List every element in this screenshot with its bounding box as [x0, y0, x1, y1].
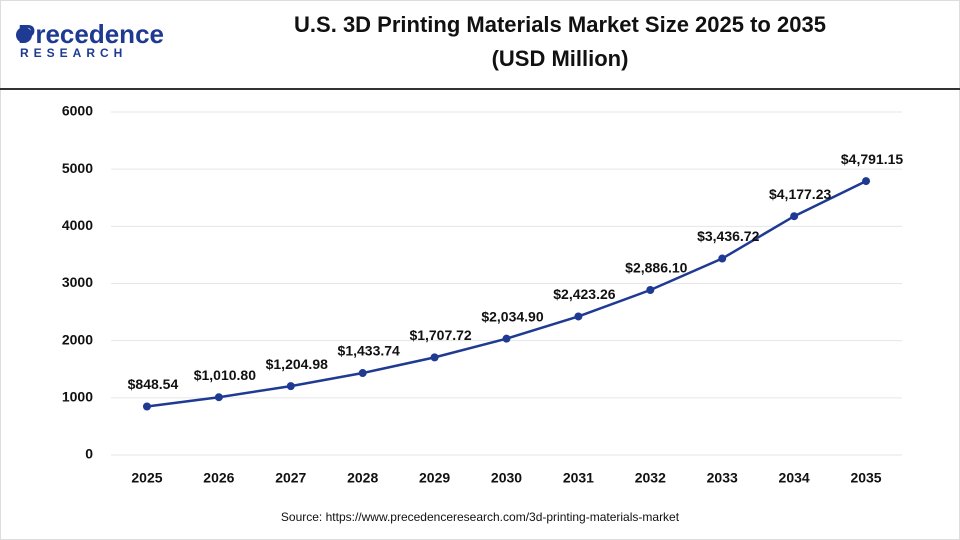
y-tick-label: 5000 — [62, 160, 93, 176]
data-label: $848.54 — [128, 376, 179, 392]
x-tick-label: 2025 — [131, 470, 162, 486]
chart-subtitle: (USD Million) — [492, 46, 629, 71]
data-point — [358, 369, 367, 378]
x-tick-label: 2029 — [419, 470, 450, 486]
x-tick-label: 2031 — [563, 470, 594, 486]
chart-title: U.S. 3D Printing Materials Market Size 2… — [294, 12, 826, 37]
y-tick-label: 2000 — [62, 331, 93, 347]
data-point — [430, 353, 439, 362]
x-tick-label: 2030 — [491, 470, 522, 486]
data-label: $1,707.72 — [409, 327, 471, 343]
logo-mark — [16, 27, 32, 43]
data-label: $1,010.80 — [194, 367, 256, 383]
x-tick-label: 2033 — [707, 470, 738, 486]
logo-tagline: RESEARCH — [20, 46, 127, 60]
x-tick-label: 2028 — [347, 470, 378, 486]
data-label: $2,423.26 — [553, 286, 615, 302]
y-tick-label: 6000 — [62, 103, 93, 119]
data-point — [574, 312, 583, 321]
source-note: Source: https://www.precedenceresearch.c… — [281, 510, 680, 524]
y-tick-label: 4000 — [62, 217, 93, 233]
x-tick-label: 2026 — [203, 470, 234, 486]
x-tick-label: 2027 — [275, 470, 306, 486]
data-point — [862, 177, 871, 186]
data-point — [646, 286, 655, 295]
y-tick-label: 3000 — [62, 274, 93, 290]
x-tick-label: 2032 — [635, 470, 666, 486]
data-label: $4,177.23 — [769, 186, 831, 202]
logo-name: Precedence — [18, 19, 164, 49]
data-label: $3,436.72 — [697, 228, 759, 244]
data-point — [790, 212, 799, 221]
data-point — [286, 382, 295, 391]
x-tick-label: 2034 — [779, 470, 810, 486]
y-tick-label: 1000 — [62, 389, 93, 405]
data-label: $2,886.10 — [625, 260, 687, 276]
data-point — [502, 334, 511, 343]
y-tick-label: 0 — [85, 446, 93, 462]
data-point — [214, 393, 223, 402]
data-label: $1,204.98 — [266, 356, 328, 372]
data-label: $1,433.74 — [338, 343, 400, 359]
data-label: $4,791.15 — [841, 151, 903, 167]
data-point — [142, 402, 151, 411]
data-point — [718, 254, 727, 263]
x-tick-label: 2035 — [850, 470, 881, 486]
data-label: $2,034.90 — [481, 308, 543, 324]
